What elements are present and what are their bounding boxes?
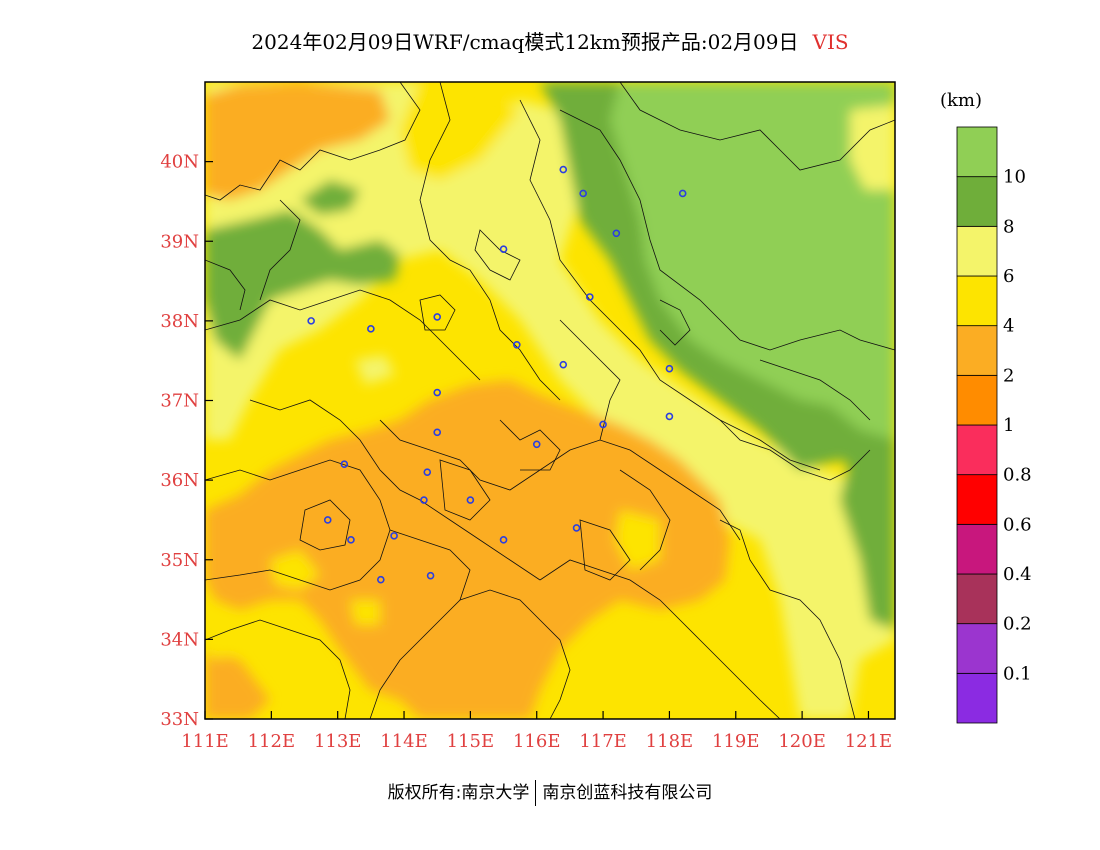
footer-right: 南京创蓝科技有限公司 xyxy=(542,783,713,803)
city-marker xyxy=(307,317,315,325)
colorbar-label: 0.2 xyxy=(1003,614,1032,635)
map-field xyxy=(205,82,895,719)
colorbar-swatch xyxy=(956,374,998,426)
colorbar-swatch xyxy=(956,325,998,376)
x-tick-label: 112E xyxy=(248,731,296,752)
colorbar-swatch xyxy=(956,623,998,674)
city-marker xyxy=(559,165,568,174)
colorbar-swatch xyxy=(956,474,998,525)
colorbar-label: 2 xyxy=(1003,365,1014,386)
city-marker xyxy=(572,524,581,532)
colorbar-swatch xyxy=(956,176,998,227)
city-marker xyxy=(347,536,355,544)
city-markers xyxy=(307,165,687,584)
city-marker xyxy=(665,364,674,373)
x-tick-label: 115E xyxy=(447,731,495,752)
colorbar-label: 0.6 xyxy=(1003,514,1032,535)
city-marker xyxy=(678,189,687,198)
colorbar-swatch xyxy=(956,126,998,178)
x-tick-label: 116E xyxy=(513,731,561,752)
y-tick-label: 35N xyxy=(160,550,199,571)
y-tick-label: 36N xyxy=(160,470,199,491)
colorbar-label: 6 xyxy=(1003,266,1014,287)
legend-unit: (km) xyxy=(940,90,983,111)
colorbar-swatch xyxy=(956,672,998,724)
colorbar-swatch xyxy=(956,275,998,327)
boundary-lines xyxy=(205,82,895,719)
city-marker xyxy=(433,388,442,397)
x-tick-label: 119E xyxy=(712,731,760,752)
colorbar-label: 0.1 xyxy=(1003,663,1032,684)
city-marker xyxy=(367,325,375,333)
city-marker xyxy=(466,496,475,504)
city-marker xyxy=(423,468,432,476)
y-tick-label: 37N xyxy=(160,391,199,412)
city-marker xyxy=(586,293,594,301)
colorbar: 0.1 0.2 0.4 0.6 0.8 1 2 4 6 8 10 xyxy=(956,126,1032,724)
x-tick-label: 111E xyxy=(181,731,229,752)
copyright-footer: 版权所有:南京大学 南京创蓝科技有限公司 xyxy=(0,778,1100,806)
city-marker xyxy=(426,571,435,580)
city-marker xyxy=(323,516,332,524)
colorbar-label: 0.4 xyxy=(1003,564,1032,585)
colorbar-swatch xyxy=(956,573,998,625)
city-marker xyxy=(665,412,674,421)
city-marker xyxy=(433,428,442,437)
x-tick-label: 120E xyxy=(778,731,826,752)
city-marker xyxy=(433,313,442,321)
colorbar-swatch xyxy=(956,424,998,476)
city-marker xyxy=(390,532,398,540)
colorbar-label: 0.8 xyxy=(1003,465,1032,486)
title-main: 2024年02月09日WRF/cmaq模式12km预报产品:02月09日 xyxy=(251,30,799,54)
colorbar-label: 10 xyxy=(1003,167,1026,188)
y-tick-label: 34N xyxy=(160,629,199,650)
colorbar-label: 8 xyxy=(1003,216,1014,237)
city-marker xyxy=(612,229,621,238)
x-tick-label: 113E xyxy=(314,731,362,752)
y-tick-label: 38N xyxy=(160,311,199,332)
x-tick-label: 117E xyxy=(579,731,627,752)
x-tick-label: 114E xyxy=(380,731,428,752)
axis-ticks: 111E 112E 113E 114E 115E 116E 117E 118E 119E 120E… xyxy=(160,152,892,752)
title-variable: VIS xyxy=(812,30,849,54)
city-marker xyxy=(499,536,508,544)
footer-left: 版权所有:南京大学 xyxy=(387,783,530,803)
colorbar-swatch xyxy=(956,523,998,575)
city-marker xyxy=(377,575,385,584)
colorbar-label: 4 xyxy=(1003,316,1014,337)
y-tick-label: 40N xyxy=(160,152,199,173)
colorbar-label: 1 xyxy=(1003,415,1014,436)
city-marker xyxy=(420,496,428,504)
x-tick-label: 121E xyxy=(845,731,893,752)
y-tick-label: 39N xyxy=(160,231,199,252)
city-marker xyxy=(559,360,568,369)
city-marker xyxy=(513,340,521,349)
city-marker xyxy=(599,420,607,429)
y-tick-label: 33N xyxy=(160,709,199,730)
footer-separator xyxy=(535,780,537,806)
city-marker xyxy=(532,440,541,449)
map-title: 2024年02月09日WRF/cmaq模式12km预报产品:02月09日 VIS xyxy=(0,26,1100,55)
city-marker xyxy=(340,460,349,469)
colorbar-swatch xyxy=(956,225,998,277)
city-marker xyxy=(579,189,587,198)
city-marker xyxy=(499,245,508,254)
x-tick-label: 118E xyxy=(646,731,694,752)
